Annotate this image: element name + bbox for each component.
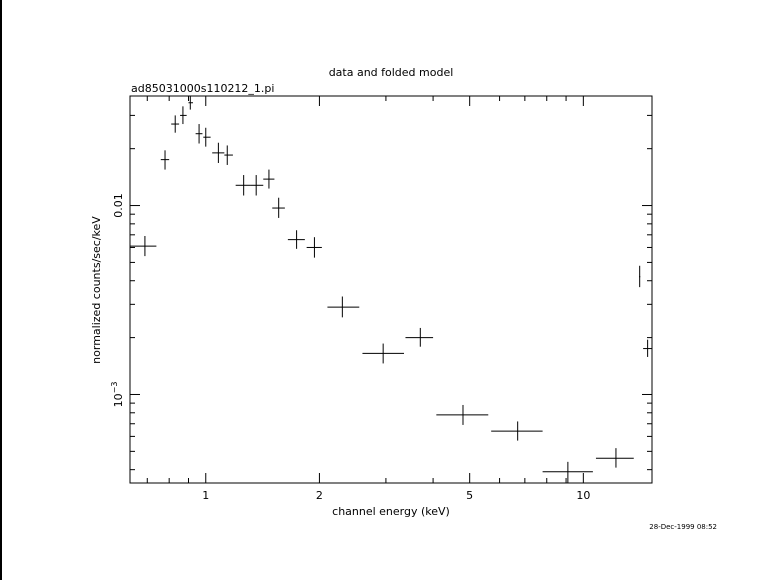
data-point bbox=[224, 145, 233, 165]
data-point bbox=[212, 142, 225, 163]
data-point bbox=[306, 237, 322, 258]
data-point bbox=[250, 175, 264, 196]
x-tick-label: 2 bbox=[316, 489, 323, 502]
data-point bbox=[188, 96, 193, 110]
plot-frame bbox=[129, 95, 653, 484]
x-tick-label: 10 bbox=[576, 489, 590, 502]
x-tick-label: 1 bbox=[202, 489, 209, 502]
data-point bbox=[160, 150, 170, 170]
data-point bbox=[491, 421, 543, 441]
data-point bbox=[203, 127, 211, 147]
data-point bbox=[405, 327, 434, 347]
data-point bbox=[171, 115, 180, 133]
data-points bbox=[130, 96, 652, 483]
data-point bbox=[180, 106, 187, 125]
data-point bbox=[287, 230, 305, 249]
data-point bbox=[436, 404, 489, 425]
window-left-border bbox=[0, 0, 2, 580]
data-point bbox=[362, 343, 405, 364]
chart-title: data and folded model bbox=[329, 66, 454, 79]
chart-subtitle: ad85031000s110212_1.pi bbox=[131, 82, 274, 95]
data-point bbox=[263, 169, 275, 189]
data-point bbox=[235, 175, 251, 196]
data-point bbox=[643, 339, 652, 357]
timestamp: 28-Dec-1999 08:52 bbox=[649, 523, 717, 531]
y-axis-label: normalized counts/sec/keV bbox=[90, 216, 103, 364]
data-point bbox=[327, 296, 360, 318]
x-axis-tick-labels: 1 2 5 10 bbox=[202, 489, 590, 502]
x-axis-label: channel energy (keV) bbox=[332, 505, 450, 518]
y-axis-ticks bbox=[130, 114, 652, 471]
y-axis-tick-labels: 10−3 0.01 bbox=[110, 193, 125, 407]
data-point bbox=[130, 235, 157, 257]
data-point bbox=[195, 124, 203, 144]
y-tick-label: 10−3 bbox=[110, 382, 125, 408]
data-point bbox=[595, 448, 634, 468]
x-tick-label: 5 bbox=[466, 489, 473, 502]
data-point bbox=[272, 197, 285, 218]
data-point bbox=[542, 461, 593, 483]
x-axis-ticks bbox=[146, 96, 584, 483]
y-tick-label: 0.01 bbox=[112, 193, 125, 218]
data-point bbox=[639, 265, 641, 288]
